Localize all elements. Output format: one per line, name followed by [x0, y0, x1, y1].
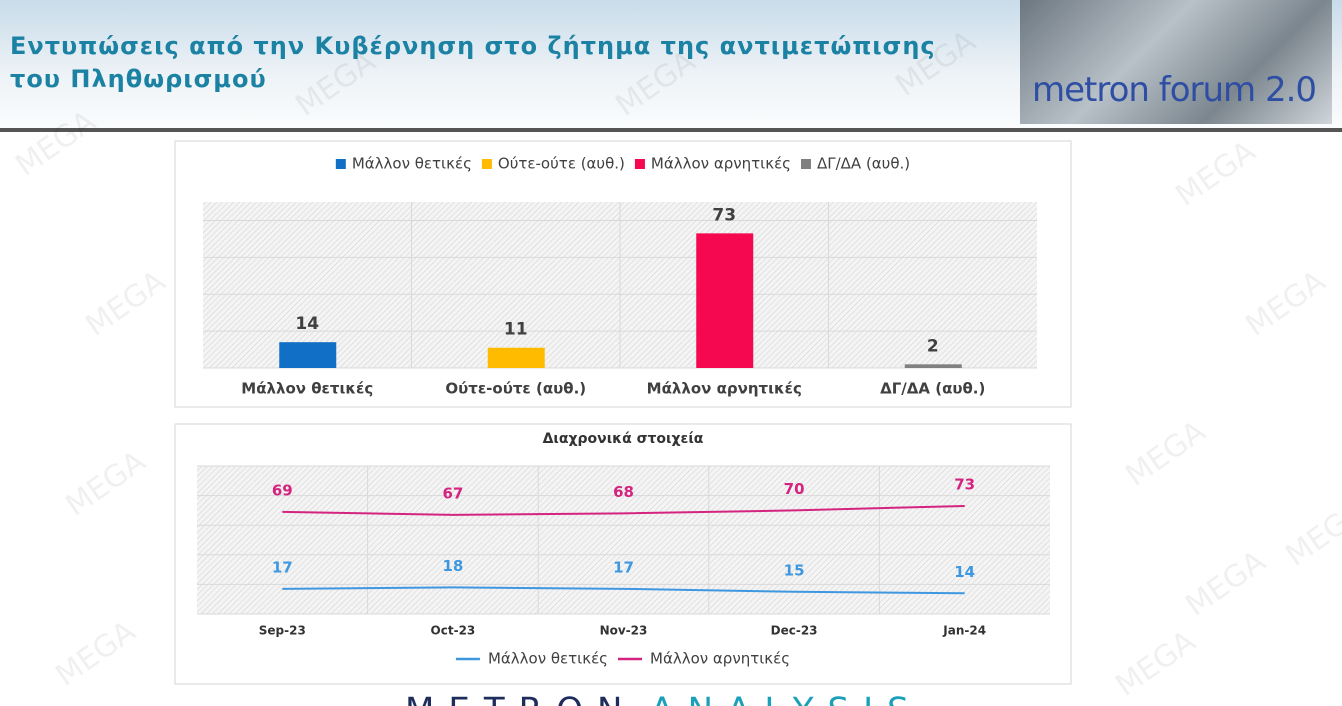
legend-label: ΔΓ/ΔΑ (αυθ.) — [817, 155, 910, 173]
bar-panel — [174, 140, 1072, 408]
value-label: 70 — [784, 480, 805, 498]
value-label: 73 — [712, 205, 736, 225]
watermark: MEGA — [1239, 264, 1332, 344]
bar — [279, 342, 337, 368]
legend-swatch — [800, 159, 811, 169]
value-label: 67 — [442, 484, 463, 502]
x-tick-label: Nov-23 — [600, 624, 648, 638]
x-tick-label: Ούτε-ούτε (αυθ.) — [445, 380, 586, 398]
legend-label: Μάλλον θετικές — [352, 155, 472, 173]
watermark: MEGA — [59, 444, 152, 524]
bar — [487, 347, 545, 368]
value-label: 11 — [504, 320, 528, 340]
legend-swatch — [335, 159, 346, 169]
value-label: 17 — [272, 558, 293, 576]
legend-label: Μάλλον αρνητικές — [650, 650, 790, 668]
footer-brand: METRON — [405, 691, 636, 706]
chart-title: Διαχρονικά στοιχεία — [543, 431, 704, 447]
watermark: MEGA — [9, 104, 102, 184]
x-tick-label: Dec-23 — [771, 624, 818, 638]
x-tick-label: Μάλλον αρνητικές — [647, 380, 802, 398]
value-label: 73 — [954, 475, 975, 493]
legend-label: Ούτε-ούτε (αυθ.) — [498, 155, 625, 173]
value-label: 15 — [784, 561, 805, 579]
legend-label: Μάλλον αρνητικές — [651, 155, 791, 173]
logo: metron forum 2.0 — [1020, 0, 1332, 124]
x-tick-label: Μάλλον θετικές — [241, 380, 373, 398]
legend-swatch — [481, 159, 492, 169]
value-label: 14 — [295, 314, 319, 334]
footer-brand: ANALYSIS — [650, 691, 922, 706]
legend-swatch — [634, 159, 645, 169]
watermark: MEGA — [1169, 134, 1262, 214]
watermark: MEGA — [1279, 494, 1342, 574]
watermark: MEGA — [49, 614, 142, 694]
value-label: 17 — [613, 558, 634, 576]
legend-label: Μάλλον θετικές — [488, 650, 608, 668]
watermark: MEGA — [289, 44, 382, 124]
watermark: MEGA — [609, 44, 702, 124]
slide-title: Εντυπώσεις από την Κυβέρνηση στο ζήτημα … — [10, 32, 936, 93]
bar — [696, 233, 754, 368]
value-label: 18 — [442, 557, 463, 575]
line-panel — [174, 423, 1072, 685]
x-tick-label: Oct-23 — [431, 624, 476, 638]
value-label: 68 — [613, 483, 634, 501]
line — [282, 586, 965, 595]
watermark: MEGA — [1109, 624, 1202, 704]
watermark: MEGA — [889, 24, 982, 104]
value-label: 69 — [272, 481, 293, 499]
x-tick-label: Jan-24 — [942, 624, 986, 638]
line — [282, 504, 965, 516]
x-tick-label: ΔΓ/ΔΑ (αυθ.) — [880, 380, 985, 398]
x-tick-label: Sep-23 — [259, 624, 306, 638]
watermark: MEGA — [1179, 544, 1272, 624]
value-label: 2 — [927, 336, 939, 356]
header: Εντυπώσεις από την Κυβέρνηση στο ζήτημα … — [0, 0, 1342, 132]
logo-text: metron forum 2.0 — [1032, 70, 1317, 110]
watermark: MEGA — [79, 264, 172, 344]
value-label: 14 — [954, 563, 975, 581]
bar — [904, 364, 962, 368]
watermark: MEGA — [1119, 414, 1212, 494]
